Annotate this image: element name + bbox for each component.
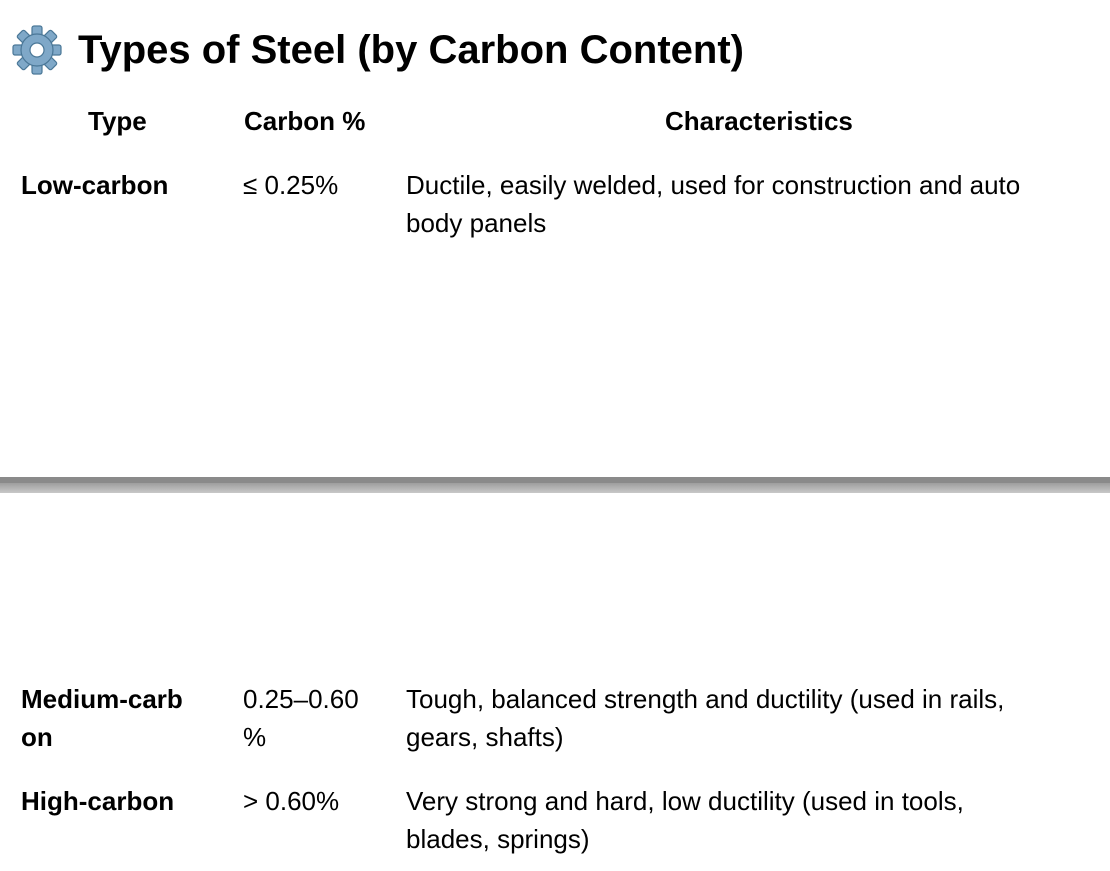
column-header-type: Type [88,106,147,136]
page-divider [0,477,1110,493]
row-high-carbon-characteristics-line-1: Very strong and hard, low ductility (use… [406,786,964,816]
row-low-carbon-characteristics-line-1: Ductile, easily welded, used for constru… [406,170,1021,200]
column-header-carbon: Carbon % [244,106,366,136]
row-high-carbon-carbon: > 0.60% [243,786,340,816]
column-header-characteristics: Characteristics [665,106,853,136]
row-low-carbon-type: Low-carbon [21,170,169,200]
row-medium-carbon-characteristics-line-2: gears, shafts) [406,722,564,752]
row-high-carbon-characteristics-line-2: blades, springs) [406,824,590,854]
page-title: Types of Steel (by Carbon Content) [12,22,744,78]
row-low-carbon-carbon: ≤ 0.25% [243,170,339,200]
row-low-carbon-characteristics-line-2: body panels [406,208,547,238]
page-title-text: Types of Steel (by Carbon Content) [78,27,744,72]
row-medium-carbon-type-line-1: Medium-carb [21,684,183,714]
gear-icon [12,25,62,75]
row-medium-carbon-type-line-2: on [21,722,53,752]
row-medium-carbon-carbon-line-1: 0.25–0.60 [243,684,359,714]
row-medium-carbon-carbon-line-2: % [243,722,267,752]
row-high-carbon-type: High-carbon [21,786,175,816]
row-medium-carbon-characteristics-line-1: Tough, balanced strength and ductility (… [406,684,1005,714]
